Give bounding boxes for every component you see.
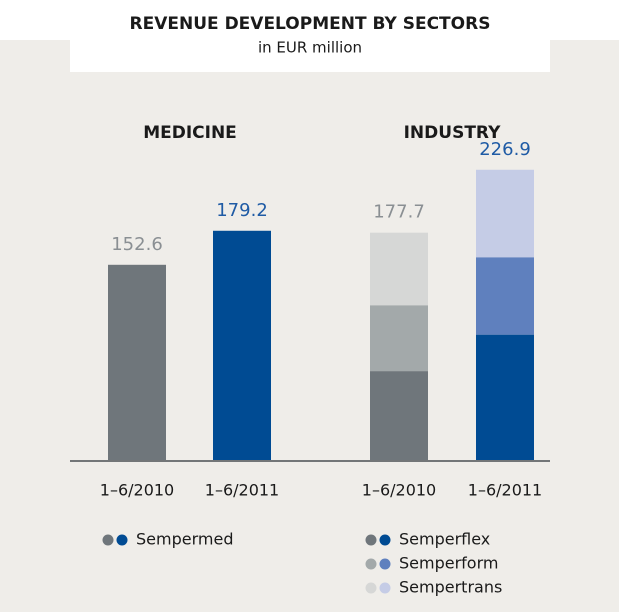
legend-dot [379,582,391,594]
legend-dot [365,534,377,546]
bar-segment [370,232,428,306]
x-tick-label: 1–6/2010 [362,481,436,500]
x-tick-label: 1–6/2011 [205,481,279,500]
bar-segment [476,169,534,258]
legend-label: Semperflex [399,530,490,549]
legend-dot [365,582,377,594]
bar-segment [476,257,534,335]
bar-segment [370,371,428,460]
bar-segment [213,230,271,460]
group-title: MEDICINE [143,123,237,143]
x-tick-label: 1–6/2010 [100,481,174,500]
title-box [70,0,550,72]
legend-dot [379,534,391,546]
legend-dot [365,558,377,570]
value-label: 179.2 [216,200,268,221]
bar-segment [108,264,166,460]
legend-label: Sempertrans [399,578,502,597]
chart-title: REVENUE DEVELOPMENT BY SECTORS [130,14,491,34]
bar-segment [476,334,534,460]
x-tick-label: 1–6/2011 [468,481,542,500]
legend-dot [116,534,128,546]
group-title: INDUSTRY [404,123,501,143]
value-label: 177.7 [373,202,425,223]
value-label: 152.6 [111,234,163,255]
legend-dot [102,534,114,546]
chart-subtitle: in EUR million [258,39,362,57]
legend-label: Semperform [399,554,498,573]
bar-segment [370,305,428,372]
legend-dot [379,558,391,570]
value-label: 226.9 [479,139,531,160]
legend-label: Sempermed [136,530,233,549]
